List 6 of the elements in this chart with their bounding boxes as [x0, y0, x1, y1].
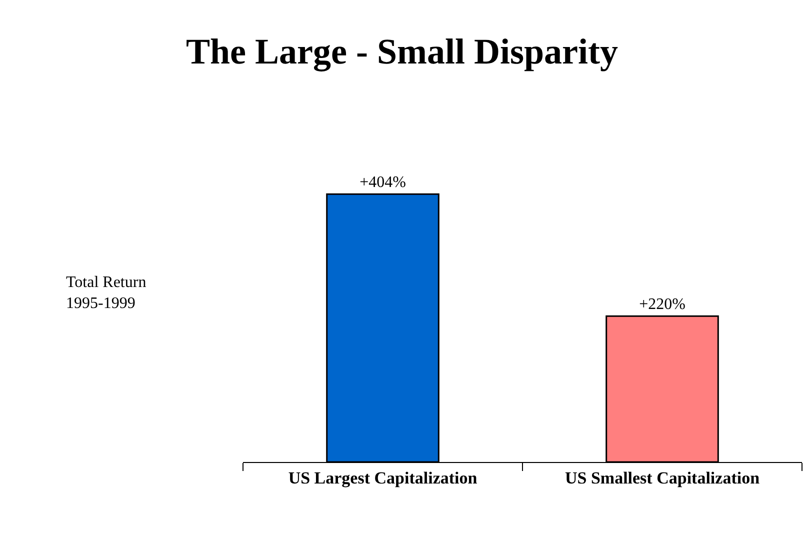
data-label: +404%	[360, 174, 406, 192]
text: Total Return 1995-1999	[66, 274, 146, 312]
chart-title: The Large - Small Disparity	[186, 32, 618, 72]
x-tick-label: US Largest Capitalization	[288, 468, 478, 488]
data-label: +220%	[639, 296, 686, 314]
x-tick-label: US Smallest Capitalization	[564, 468, 760, 488]
